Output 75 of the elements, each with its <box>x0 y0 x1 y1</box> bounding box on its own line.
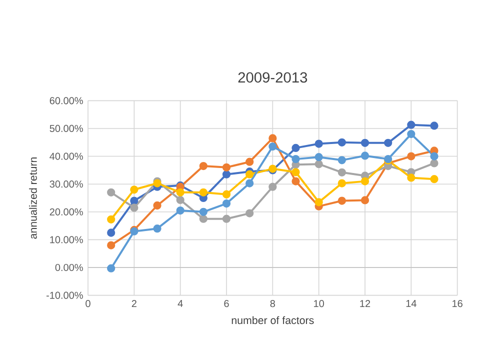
point <box>430 175 438 184</box>
point <box>268 134 277 142</box>
y-tick-label: 10.00% <box>50 236 83 244</box>
point <box>107 188 116 196</box>
x-tick-label: 4 <box>178 300 183 307</box>
y-tick-label: 30.00% <box>50 180 83 188</box>
y-tick-label: 60.00% <box>50 97 83 104</box>
point <box>222 190 231 198</box>
point <box>176 196 184 204</box>
point <box>314 160 323 168</box>
point <box>199 162 208 170</box>
point <box>430 159 438 168</box>
point <box>314 140 323 148</box>
point <box>246 209 254 218</box>
point <box>360 196 370 204</box>
point <box>268 142 277 151</box>
y-tick-label: 50.00% <box>50 124 83 132</box>
point <box>407 120 416 129</box>
point <box>130 186 138 194</box>
x-tick-label: 16 <box>452 300 462 308</box>
point <box>199 188 208 196</box>
point <box>338 168 346 176</box>
point <box>430 122 438 130</box>
point <box>246 170 254 178</box>
y-axis-title: annualized return <box>29 157 37 239</box>
y-tick-label: 0.00% <box>55 264 83 272</box>
point <box>407 152 416 160</box>
point <box>268 182 277 191</box>
point <box>199 208 208 216</box>
x-tick-label: 6 <box>224 300 229 308</box>
point <box>314 198 323 206</box>
x-tick-label: 2 <box>132 300 136 308</box>
point <box>107 215 116 224</box>
point <box>338 156 346 164</box>
point <box>176 206 184 215</box>
point <box>222 170 231 178</box>
point <box>107 264 116 272</box>
point <box>292 168 300 176</box>
point <box>107 228 116 237</box>
point <box>430 152 438 160</box>
point <box>292 144 300 152</box>
x-axis-title: number of factors <box>232 316 314 324</box>
x-tick-label: 8 <box>270 300 276 308</box>
point <box>338 179 346 188</box>
chart-title: 2009-2013 <box>238 72 308 83</box>
x-tick-label: 12 <box>360 300 370 308</box>
point <box>384 138 392 148</box>
y-tick-label: -10.00% <box>46 292 83 299</box>
point <box>153 201 162 210</box>
point <box>246 179 254 188</box>
point <box>360 138 370 148</box>
point <box>360 177 370 186</box>
point <box>222 163 231 172</box>
x-tick-label: 10 <box>314 300 324 308</box>
x-tick-label: 14 <box>406 300 416 307</box>
point <box>407 130 416 138</box>
point <box>292 155 300 164</box>
point <box>292 177 300 186</box>
point <box>130 204 138 212</box>
point <box>107 241 116 250</box>
point <box>246 158 254 166</box>
point <box>176 188 184 196</box>
point <box>360 152 370 160</box>
point <box>153 224 162 233</box>
point <box>130 196 138 205</box>
y-tick-label: 20.00% <box>50 208 83 216</box>
point <box>314 153 323 162</box>
point <box>338 138 346 146</box>
point <box>222 214 231 223</box>
point <box>338 196 346 205</box>
point <box>222 199 231 208</box>
point <box>407 174 416 182</box>
point <box>199 214 208 223</box>
y-tick-label: 40.00% <box>50 152 83 160</box>
x-tick-label: 0 <box>86 300 90 308</box>
